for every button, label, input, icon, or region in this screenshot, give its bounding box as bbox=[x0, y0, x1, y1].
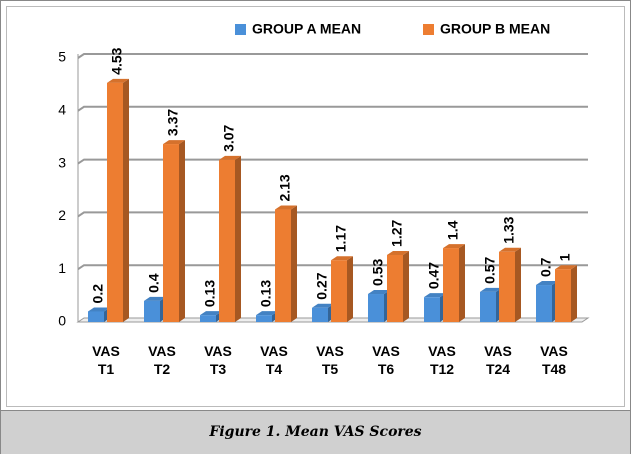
bar-top bbox=[107, 78, 129, 83]
x-tick-label: VAS T48 bbox=[540, 343, 568, 377]
legend-swatch bbox=[423, 24, 434, 35]
value-label: 1.27 bbox=[389, 219, 405, 246]
value-label: 1.33 bbox=[501, 216, 517, 243]
bar-side bbox=[179, 140, 185, 322]
bar bbox=[480, 291, 496, 322]
bar bbox=[387, 254, 403, 322]
legend-label: GROUP A MEAN bbox=[252, 21, 361, 37]
value-label: 4.53 bbox=[109, 47, 125, 74]
bar bbox=[536, 285, 552, 322]
value-label: 1 bbox=[557, 253, 573, 261]
x-tick-label: VAS T4 bbox=[260, 343, 288, 377]
bar bbox=[256, 315, 272, 322]
bar-side bbox=[571, 265, 577, 322]
bar-top bbox=[88, 307, 110, 312]
bar-side bbox=[515, 247, 521, 322]
value-label: 2.13 bbox=[277, 174, 293, 201]
value-label: 0.27 bbox=[314, 272, 330, 299]
bar bbox=[275, 209, 291, 322]
y-tick-label: 4 bbox=[58, 102, 66, 118]
bar-side bbox=[291, 205, 297, 322]
bar-top bbox=[443, 244, 465, 249]
bar-top bbox=[275, 205, 297, 210]
grid-line bbox=[77, 105, 588, 112]
bar bbox=[107, 82, 123, 322]
value-label: 0.47 bbox=[426, 262, 442, 289]
bar-top bbox=[144, 296, 166, 301]
bar-top bbox=[480, 287, 502, 292]
x-tick-label: VAS T12 bbox=[428, 343, 456, 377]
bar-top bbox=[368, 290, 390, 295]
y-tick-label: 3 bbox=[58, 154, 66, 170]
bar-top bbox=[256, 311, 278, 316]
grid-line bbox=[77, 264, 588, 271]
legend-swatch bbox=[235, 24, 246, 35]
bar-side bbox=[123, 78, 129, 322]
bar-top bbox=[312, 303, 334, 308]
value-label: 0.4 bbox=[146, 273, 162, 293]
bar bbox=[144, 300, 160, 322]
bar-top bbox=[555, 265, 577, 270]
y-tick-label: 0 bbox=[58, 313, 66, 329]
y-tick-label: 5 bbox=[58, 49, 66, 65]
value-label: 0.2 bbox=[90, 284, 106, 304]
y-tick-label: 1 bbox=[58, 260, 66, 276]
caption: Figure 1. Mean VAS Scores bbox=[1, 410, 630, 454]
bar-top bbox=[163, 140, 185, 145]
y-tick-label: 2 bbox=[58, 207, 66, 223]
grid-line bbox=[77, 53, 588, 59]
x-tick-label: VAS T2 bbox=[148, 343, 176, 377]
bar bbox=[219, 159, 235, 322]
value-label: 0.13 bbox=[258, 280, 274, 307]
grid-line bbox=[77, 211, 588, 218]
bar bbox=[368, 294, 384, 322]
bar-top bbox=[387, 250, 409, 255]
bar bbox=[424, 297, 440, 322]
x-tick-label: VAS T3 bbox=[204, 343, 232, 377]
bar bbox=[200, 315, 216, 322]
bar-top bbox=[424, 293, 446, 298]
value-label: 0.53 bbox=[370, 259, 386, 286]
value-label: 1.17 bbox=[333, 225, 349, 252]
bar bbox=[88, 311, 104, 322]
x-tick-label: VAS T6 bbox=[372, 343, 400, 377]
bar-top bbox=[200, 311, 222, 316]
value-label: 0.57 bbox=[482, 256, 498, 283]
bar bbox=[312, 307, 328, 322]
bar-side bbox=[403, 250, 409, 322]
bar-top bbox=[499, 247, 521, 252]
x-tick-label: VAS T24 bbox=[484, 343, 512, 377]
bar bbox=[163, 144, 179, 322]
grid-line bbox=[77, 158, 588, 165]
bar bbox=[499, 251, 515, 322]
bar-side bbox=[459, 244, 465, 322]
bar-side bbox=[347, 256, 353, 322]
value-label: 3.37 bbox=[165, 109, 181, 136]
bar bbox=[443, 248, 459, 322]
bar bbox=[555, 269, 571, 322]
value-label: 1.4 bbox=[445, 220, 461, 240]
bar-side bbox=[235, 155, 241, 322]
value-label: 0.13 bbox=[202, 280, 218, 307]
legend-label: GROUP B MEAN bbox=[440, 21, 550, 37]
x-tick-label: VAS T1 bbox=[92, 343, 120, 377]
bar-top bbox=[536, 281, 558, 286]
bar-top bbox=[331, 256, 353, 261]
bar bbox=[331, 260, 347, 322]
value-label: 0.7 bbox=[538, 257, 554, 277]
x-tick-label: VAS T5 bbox=[316, 343, 344, 377]
value-label: 3.07 bbox=[221, 124, 237, 151]
bar-top bbox=[219, 155, 241, 160]
